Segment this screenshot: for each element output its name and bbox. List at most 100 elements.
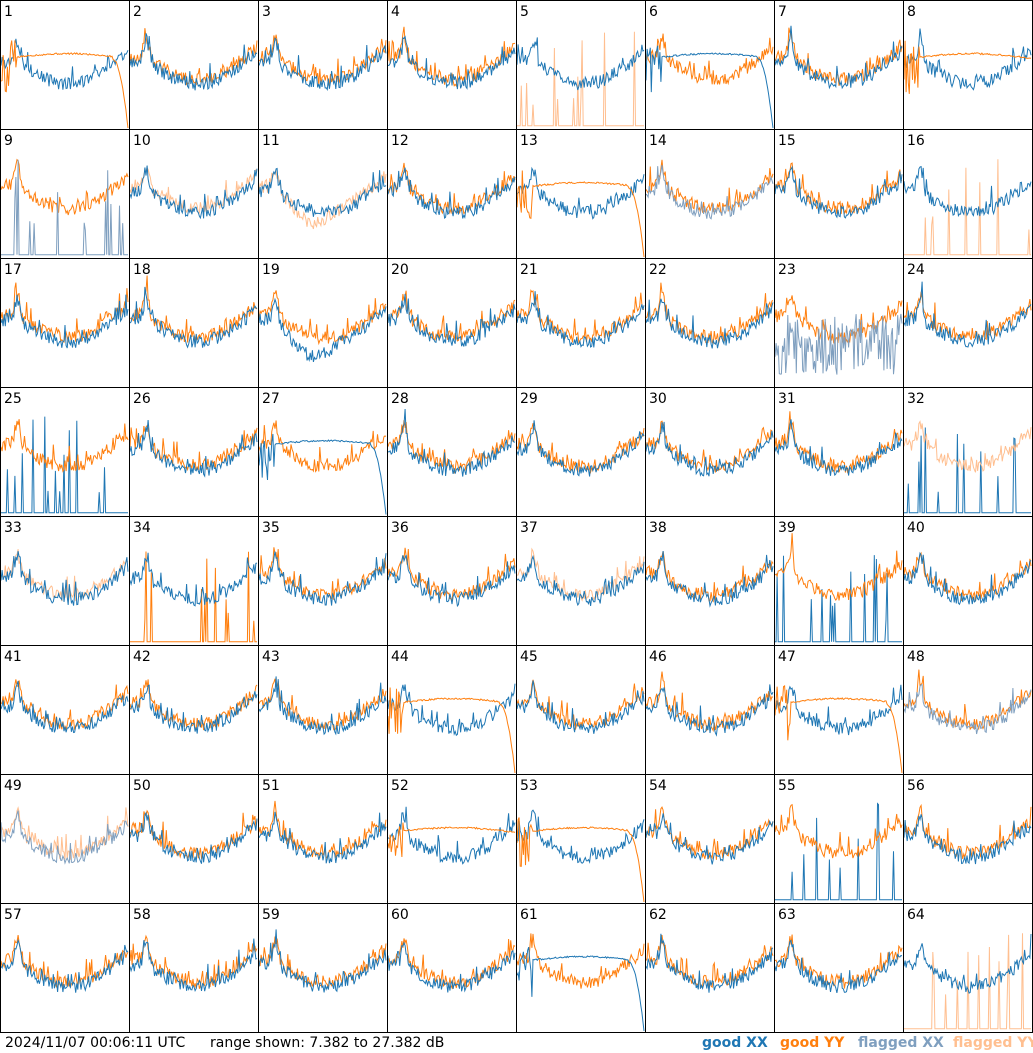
series-xx-48 bbox=[903, 684, 1032, 735]
panel-label: 50 bbox=[133, 778, 151, 794]
series-xx-57 bbox=[0, 938, 129, 993]
panel-60: 60 bbox=[387, 903, 517, 1033]
panel-label: 45 bbox=[520, 649, 538, 665]
series-xx-14 bbox=[645, 164, 774, 220]
panel-40: 40 bbox=[903, 516, 1033, 646]
series-xx-2 bbox=[129, 33, 258, 91]
series-xx-39 bbox=[775, 555, 902, 643]
series-xx-51 bbox=[258, 811, 387, 864]
panel-42: 42 bbox=[129, 645, 259, 775]
series-xx-62 bbox=[645, 933, 774, 993]
series-yy-44 bbox=[387, 687, 516, 774]
series-yy-32 bbox=[903, 420, 1032, 473]
series-xx-21 bbox=[516, 291, 645, 348]
panel-label: 46 bbox=[649, 649, 667, 665]
panel-label: 5 bbox=[520, 4, 529, 20]
series-yy-28 bbox=[387, 420, 516, 475]
panel-20: 20 bbox=[387, 258, 517, 388]
series-yy-61 bbox=[516, 933, 645, 989]
series-xx-9 bbox=[1, 159, 128, 256]
panel-30: 30 bbox=[645, 387, 775, 517]
panel-label: 18 bbox=[133, 262, 151, 278]
panel-label: 41 bbox=[4, 649, 22, 665]
panel-15: 15 bbox=[774, 129, 904, 259]
series-yy-51 bbox=[258, 800, 387, 860]
panel-label: 14 bbox=[649, 133, 667, 149]
panel-label: 24 bbox=[907, 262, 925, 278]
series-xx-58 bbox=[129, 938, 258, 993]
panel-11: 11 bbox=[258, 129, 388, 259]
range-label: range shown: 7.382 to 27.382 dB bbox=[210, 1035, 445, 1051]
series-yy-20 bbox=[387, 290, 516, 342]
panel-label: 6 bbox=[649, 4, 658, 20]
series-xx-4 bbox=[387, 35, 516, 90]
panel-label: 36 bbox=[391, 520, 409, 536]
series-xx-47 bbox=[774, 684, 903, 736]
panel-label: 15 bbox=[778, 133, 796, 149]
panel-label: 11 bbox=[262, 133, 280, 149]
panel-label: 23 bbox=[778, 262, 796, 278]
series-xx-26 bbox=[129, 419, 258, 478]
series-yy-38 bbox=[645, 551, 774, 603]
panel-39: 39 bbox=[774, 516, 904, 646]
series-yy-5 bbox=[517, 31, 644, 127]
panel-frame bbox=[645, 0, 775, 130]
series-xx-52 bbox=[387, 806, 516, 865]
series-yy-63 bbox=[774, 934, 903, 989]
panel-label: 61 bbox=[520, 907, 538, 923]
series-xx-35 bbox=[258, 551, 387, 606]
panel-frame bbox=[903, 0, 1033, 130]
panel-label: 44 bbox=[391, 649, 409, 665]
series-xx-13 bbox=[516, 166, 645, 220]
panel-label: 31 bbox=[778, 391, 796, 407]
panel-label: 29 bbox=[520, 391, 538, 407]
panel-8: 8 bbox=[903, 0, 1033, 130]
series-yy-35 bbox=[258, 547, 387, 601]
legend-flagged-yy: flagged YY bbox=[953, 1035, 1033, 1051]
series-xx-34 bbox=[129, 552, 258, 607]
series-yy-6 bbox=[645, 33, 774, 86]
panel-9: 9 bbox=[0, 129, 130, 259]
panel-label: 47 bbox=[778, 649, 796, 665]
panel-label: 26 bbox=[133, 391, 151, 407]
series-xx-30 bbox=[645, 421, 774, 477]
panel-47: 47 bbox=[774, 645, 904, 775]
panel-label: 53 bbox=[520, 778, 538, 794]
series-xx-12 bbox=[387, 167, 516, 220]
series-yy-54 bbox=[645, 806, 774, 860]
series-xx-40 bbox=[903, 551, 1032, 606]
panel-45: 45 bbox=[516, 645, 646, 775]
series-yy-34 bbox=[130, 551, 257, 643]
panel-label: 62 bbox=[649, 907, 667, 923]
panel-label: 42 bbox=[133, 649, 151, 665]
series-xx-64 bbox=[903, 933, 1032, 994]
series-xx-50 bbox=[129, 811, 258, 864]
panel-frame bbox=[258, 0, 388, 130]
series-xx-54 bbox=[645, 813, 774, 865]
series-xx-55 bbox=[775, 802, 902, 901]
panel-label: 55 bbox=[778, 778, 796, 794]
series-yy-27 bbox=[258, 420, 387, 473]
panel-63: 63 bbox=[774, 903, 904, 1033]
panel-label: 60 bbox=[391, 907, 409, 923]
panel-28: 28 bbox=[387, 387, 517, 517]
panel-label: 37 bbox=[520, 520, 538, 536]
panel-46: 46 bbox=[645, 645, 775, 775]
series-xx-6 bbox=[645, 45, 774, 128]
series-yy-46 bbox=[645, 671, 774, 733]
series-xx-38 bbox=[645, 550, 774, 608]
footer-bar: 2024/11/07 00:06:11 UTC range shown: 7.3… bbox=[0, 1033, 1033, 1053]
series-yy-13 bbox=[516, 170, 645, 258]
series-xx-11 bbox=[258, 167, 387, 217]
series-xx-7 bbox=[774, 25, 903, 90]
panel-label: 3 bbox=[262, 4, 271, 20]
series-xx-16 bbox=[903, 165, 1032, 218]
panel-label: 27 bbox=[262, 391, 280, 407]
panel-label: 10 bbox=[133, 133, 151, 149]
series-yy-40 bbox=[903, 551, 1032, 602]
series-yy-24 bbox=[903, 291, 1032, 344]
panel-label: 7 bbox=[778, 4, 787, 20]
panel-25: 25 bbox=[0, 387, 130, 517]
panel-56: 56 bbox=[903, 774, 1033, 904]
panel-label: 22 bbox=[649, 262, 667, 278]
